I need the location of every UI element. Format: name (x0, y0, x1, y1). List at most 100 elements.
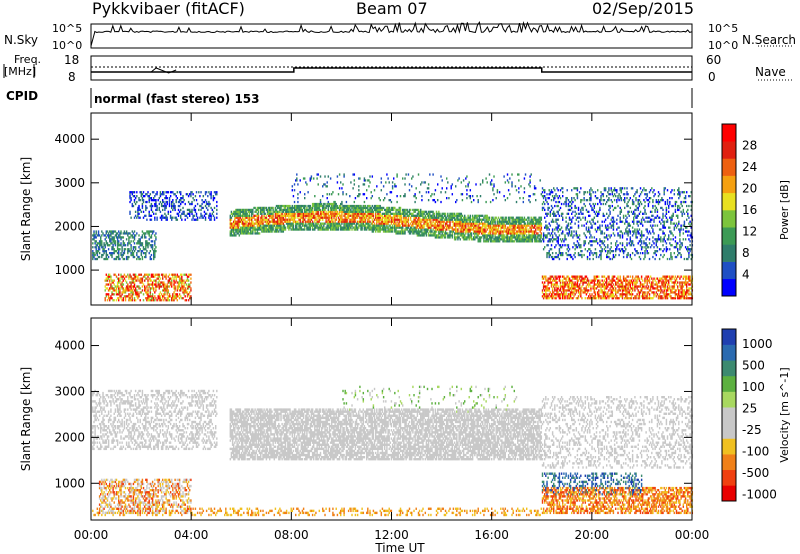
heatmap-cell (488, 224, 491, 227)
heatmap-cell (368, 222, 370, 225)
heatmap-cell (523, 177, 526, 180)
heatmap-cell (308, 228, 310, 231)
heatmap-cell (455, 218, 457, 221)
heatmap-cell (496, 238, 499, 241)
heatmap-cell (144, 289, 146, 292)
heatmap-cell (295, 222, 297, 225)
heatmap-cell (500, 232, 502, 235)
heatmap-cell (155, 200, 157, 204)
heatmap-cell (427, 214, 430, 217)
heatmap-cell (325, 185, 327, 188)
heatmap-cell (300, 206, 303, 210)
heatmap-cell (405, 228, 407, 231)
heatmap-cell (464, 228, 466, 231)
heatmap-cell (558, 250, 561, 253)
heatmap-cell (265, 230, 268, 233)
heatmap-cell (411, 224, 413, 227)
heatmap-cell (242, 210, 244, 213)
heatmap-cell (328, 220, 331, 223)
heatmap-cell (287, 210, 289, 213)
heatmap-cell (314, 228, 316, 231)
heatmap-cell (306, 208, 308, 212)
heatmap-cell (331, 214, 333, 217)
heatmap-cell (147, 283, 149, 286)
heatmap-cell (149, 295, 152, 298)
heatmap-cell (255, 208, 257, 212)
heatmap-cell (296, 208, 298, 212)
heatmap-cell (491, 228, 493, 231)
heatmap-cell (292, 222, 295, 225)
heatmap-cell (150, 299, 153, 302)
heatmap-cell (311, 206, 314, 210)
heatmap-cell (356, 212, 359, 215)
heatmap-cell (343, 206, 345, 210)
heatmap-cell (137, 297, 139, 300)
heatmap-cell (414, 216, 416, 219)
heatmap-cell (155, 202, 157, 206)
heatmap-cell (270, 230, 272, 233)
heatmap-cell (443, 214, 446, 217)
heatmap-cell (564, 281, 566, 284)
heatmap-cell (551, 234, 554, 237)
heatmap-cell (332, 226, 334, 229)
heatmap-cell (489, 220, 492, 223)
heatmap-cell (272, 222, 274, 225)
heatmap-cell (496, 218, 499, 221)
heatmap-cell (433, 234, 436, 237)
heatmap-cell (103, 234, 105, 237)
heatmap-cell (304, 210, 306, 213)
heatmap-cell (367, 179, 369, 182)
heatmap-cell (396, 212, 398, 215)
heatmap-cell (257, 210, 260, 213)
heatmap-cell (231, 212, 234, 215)
heatmap-cell (92, 250, 94, 253)
heatmap-cell (356, 195, 359, 198)
heatmap-cell (107, 297, 110, 300)
heatmap-cell (120, 252, 122, 255)
heatmap-cell (473, 199, 475, 202)
heatmap-cell (337, 226, 340, 229)
heatmap-cell (164, 212, 166, 215)
heatmap-cell (104, 244, 106, 247)
heatmap-cell (248, 210, 251, 213)
heatmap-cell (119, 279, 121, 282)
heatmap-cell (389, 210, 392, 213)
heatmap-cell (342, 218, 344, 221)
heatmap-cell (399, 224, 402, 227)
heatmap-cell (538, 240, 540, 243)
heatmap-cell (288, 210, 290, 213)
heatmap-cell (147, 297, 149, 300)
heatmap-cell (176, 191, 179, 194)
heatmap-cell (118, 255, 120, 259)
heatmap-cell (469, 218, 472, 221)
heatmap-cell (297, 220, 299, 223)
heatmap-cell (517, 234, 519, 237)
heatmap-cell (216, 216, 218, 219)
heatmap-cell (362, 222, 365, 225)
heatmap-cell (554, 228, 556, 231)
heatmap-cell (510, 236, 512, 239)
heatmap-cell (266, 218, 269, 221)
heatmap-cell (274, 222, 277, 225)
heatmap-cell (414, 193, 416, 196)
heatmap-cell (128, 240, 130, 243)
heatmap-cell (142, 299, 145, 302)
heatmap-cell (299, 222, 301, 225)
heatmap-cell (398, 210, 401, 213)
heatmap-cell (128, 297, 130, 300)
heatmap-cell (119, 295, 121, 298)
heatmap-cell (557, 285, 559, 288)
heatmap-cell (556, 204, 558, 208)
heatmap-cell (510, 240, 512, 243)
heatmap-cell (353, 179, 356, 182)
heatmap-cell (520, 240, 522, 243)
heatmap-cell (553, 277, 555, 280)
heatmap-cell (260, 216, 262, 219)
heatmap-cell (109, 238, 111, 241)
heatmap-cell (134, 214, 137, 217)
heatmap-cell (173, 273, 175, 276)
heatmap-cell (413, 218, 415, 221)
heatmap-cell (305, 212, 307, 215)
heatmap-cell (406, 212, 408, 215)
heatmap-cell (111, 242, 113, 245)
